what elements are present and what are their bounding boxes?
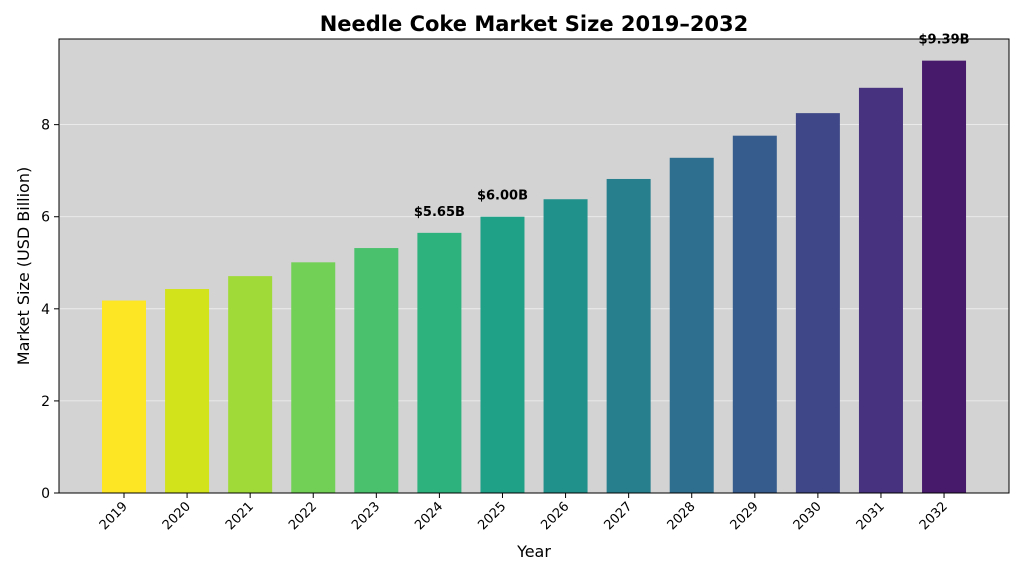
x-tick-label: 2022: [286, 499, 320, 533]
bar-2023: [354, 248, 399, 493]
bar-2028: [669, 157, 714, 493]
plot-area: [59, 39, 1009, 493]
bars: [102, 60, 967, 494]
y-axis-label: Market Size (USD Billion): [14, 167, 33, 365]
x-axis-label: Year: [516, 542, 551, 561]
bar-2024: [417, 232, 462, 493]
y-tick-label: 8: [41, 118, 50, 134]
x-tick-label: 2023: [349, 499, 383, 533]
y-tick-label: 2: [41, 394, 50, 410]
data-label-2025: $6.00B: [477, 189, 528, 204]
y-tick-label: 4: [41, 302, 50, 318]
x-tick-label: 2032: [917, 499, 951, 533]
x-tick-label: 2021: [223, 499, 257, 533]
bar-2026: [543, 199, 588, 493]
plot-frame: [58, 38, 1010, 494]
x-tick-label: 2020: [160, 499, 194, 533]
data-label-2024: $5.65B: [414, 205, 465, 220]
x-tick-label: 2029: [728, 499, 762, 533]
y-axis: 0 2 4 6 8: [41, 118, 59, 502]
data-labels: $5.65B $6.00B $9.39B: [414, 33, 970, 220]
x-tick-label: 2027: [601, 499, 635, 533]
x-tick-label: 2028: [665, 499, 699, 533]
chart-title: Needle Coke Market Size 2019–2032: [320, 12, 749, 36]
bar-2021: [228, 276, 273, 493]
x-tick-label: 2026: [538, 499, 572, 533]
bar-2029: [732, 135, 777, 493]
bar-2022: [291, 262, 336, 493]
y-tick-label: 6: [41, 210, 50, 226]
y-tick-label: 0: [41, 486, 50, 502]
x-tick-label: 2025: [475, 499, 509, 533]
x-tick-label: 2024: [412, 499, 446, 533]
bar-2020: [165, 289, 210, 493]
x-tick-label: 2031: [854, 499, 888, 533]
x-tick-label: 2019: [97, 499, 131, 533]
bar-2025: [480, 216, 525, 494]
bar-2027: [606, 178, 651, 494]
x-axis: 2019 2020 2021 2022 2023 2024 2025 2026 2027 2028…: [97, 493, 951, 533]
x-tick-label: 2030: [791, 499, 825, 533]
bar-2032: [922, 60, 967, 494]
bar-2019: [102, 300, 146, 493]
bar-2031: [858, 87, 903, 493]
bar-2030: [795, 113, 840, 494]
data-label-2032: $9.39B: [919, 33, 970, 48]
